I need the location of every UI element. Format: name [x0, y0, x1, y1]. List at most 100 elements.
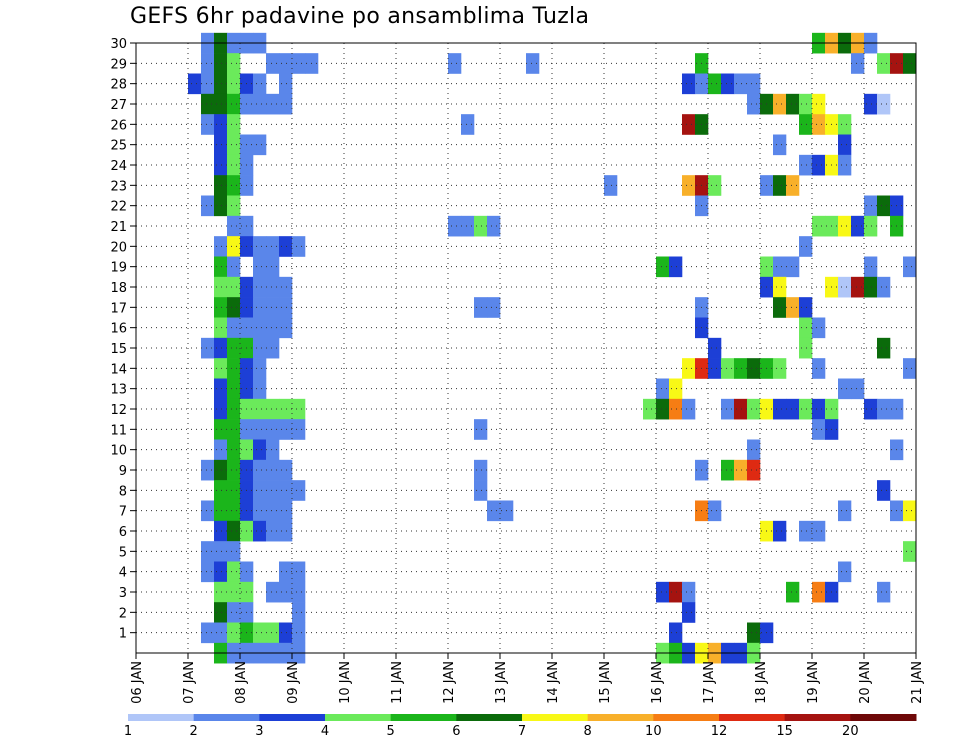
heatmap-cell: [253, 317, 267, 339]
heatmap-cell: [851, 215, 865, 237]
colorbar-label: 7: [518, 724, 526, 739]
heatmap-cell: [214, 175, 228, 196]
heatmap-cell: [227, 236, 241, 257]
x-tick-label: 17 JAN: [702, 661, 717, 704]
grid-layer: [136, 42, 916, 653]
heatmap-cell: [201, 114, 215, 135]
heatmap-cell: [747, 622, 761, 644]
heatmap-cell: [214, 276, 228, 298]
heatmap-cell: [253, 378, 267, 400]
heatmap-cell: [227, 622, 241, 644]
heatmap-cell: [279, 561, 293, 583]
heatmap-cell: [214, 297, 228, 318]
heatmap-cell: [734, 358, 748, 379]
heatmap-cell: [279, 500, 293, 522]
heatmap-cell: [253, 480, 267, 501]
heatmap-cell: [227, 175, 241, 196]
heatmap-cell: [903, 358, 917, 379]
heatmap-cell: [838, 215, 852, 237]
heatmap-cell: [227, 114, 241, 135]
heatmap-cell: [214, 93, 228, 115]
heatmap-cell: [188, 73, 202, 95]
heatmap-cell: [227, 215, 241, 237]
heatmap-cell: [656, 256, 670, 278]
x-tick-label: 09 JAN: [286, 661, 301, 704]
heatmap-cell: [214, 73, 228, 95]
heatmap-cell: [279, 581, 293, 603]
heatmap-cell: [266, 297, 280, 318]
heatmap-cell: [773, 134, 787, 156]
y-tick-label: 11: [110, 423, 127, 438]
heatmap-cell: [734, 73, 748, 95]
heatmap-cell: [266, 236, 280, 257]
heatmap-cell: [253, 520, 267, 542]
colorbar-swatch: [719, 714, 786, 721]
heatmap-cell: [838, 500, 852, 522]
x-tick-label: 06 JAN: [130, 661, 145, 704]
heatmap-cell: [214, 541, 228, 562]
heatmap-cell: [266, 93, 280, 115]
heatmap-cell: [227, 419, 241, 440]
heatmap-cell: [864, 195, 878, 217]
colorbar-label: 15: [776, 724, 793, 739]
heatmap-cell: [266, 419, 280, 440]
heatmap-cell: [474, 480, 488, 501]
colorbar-swatch: [259, 714, 326, 721]
y-tick-label: 14: [110, 362, 127, 377]
colorbar-label: 2: [190, 724, 198, 739]
heatmap-cell: [214, 622, 228, 644]
heatmap-cell: [227, 297, 241, 318]
y-tick-label: 19: [110, 261, 127, 276]
heatmap-cell: [253, 398, 267, 420]
heatmap-cell: [799, 337, 813, 359]
heatmap-cell: [721, 73, 735, 95]
y-tick-label: 1: [119, 627, 127, 642]
heatmap-cell: [279, 520, 293, 542]
heatmap-cell: [773, 297, 787, 318]
heatmap-cell: [448, 53, 462, 74]
y-tick-label: 6: [119, 525, 127, 540]
heatmap-cell: [747, 398, 761, 420]
heatmap-cell: [253, 73, 267, 95]
heatmap-cell: [669, 622, 683, 644]
heatmap-cell: [864, 398, 878, 420]
heatmap-cell: [487, 500, 501, 522]
heatmap-cell: [214, 53, 228, 74]
heatmap-cell: [266, 53, 280, 74]
heatmap-cell: [786, 93, 800, 115]
heatmap-cell: [474, 297, 488, 318]
x-tick-label: 10 JAN: [338, 661, 353, 704]
heatmap-cell: [799, 398, 813, 420]
heatmap-cell: [812, 317, 826, 339]
heatmap-cell: [838, 114, 852, 135]
heatmap-cell: [227, 581, 241, 603]
x-tick-label: 14 JAN: [546, 661, 561, 704]
colorbar-swatch: [850, 714, 917, 721]
heatmap-cell: [279, 236, 293, 257]
heatmap-cell: [773, 175, 787, 196]
y-tick-label: 17: [110, 301, 127, 316]
heatmap-cell: [266, 439, 280, 461]
heatmap-cell: [214, 114, 228, 135]
heatmap-cell: [279, 297, 293, 318]
x-tick-label: 20 JAN: [858, 661, 873, 704]
y-tick-label: 5: [119, 545, 127, 560]
heatmap-cell: [253, 459, 267, 481]
heatmap-cell: [461, 114, 475, 135]
heatmap-cell: [292, 581, 306, 603]
heatmap-cell: [903, 541, 917, 562]
heatmap-cell: [838, 378, 852, 400]
heatmap-cell: [201, 622, 215, 644]
heatmap-cell: [201, 337, 215, 359]
heatmap-cell: [903, 500, 917, 522]
heatmap-cell: [786, 297, 800, 318]
heatmap-cell: [721, 459, 735, 481]
heatmap-cell: [877, 276, 891, 298]
heatmap-cell: [864, 276, 878, 298]
heatmap-cell: [877, 93, 891, 115]
y-tick-label: 12: [110, 403, 127, 418]
heatmap-cell: [786, 398, 800, 420]
heatmap-cell: [799, 297, 813, 318]
heatmap-cell: [253, 419, 267, 440]
heatmap-cell: [227, 398, 241, 420]
